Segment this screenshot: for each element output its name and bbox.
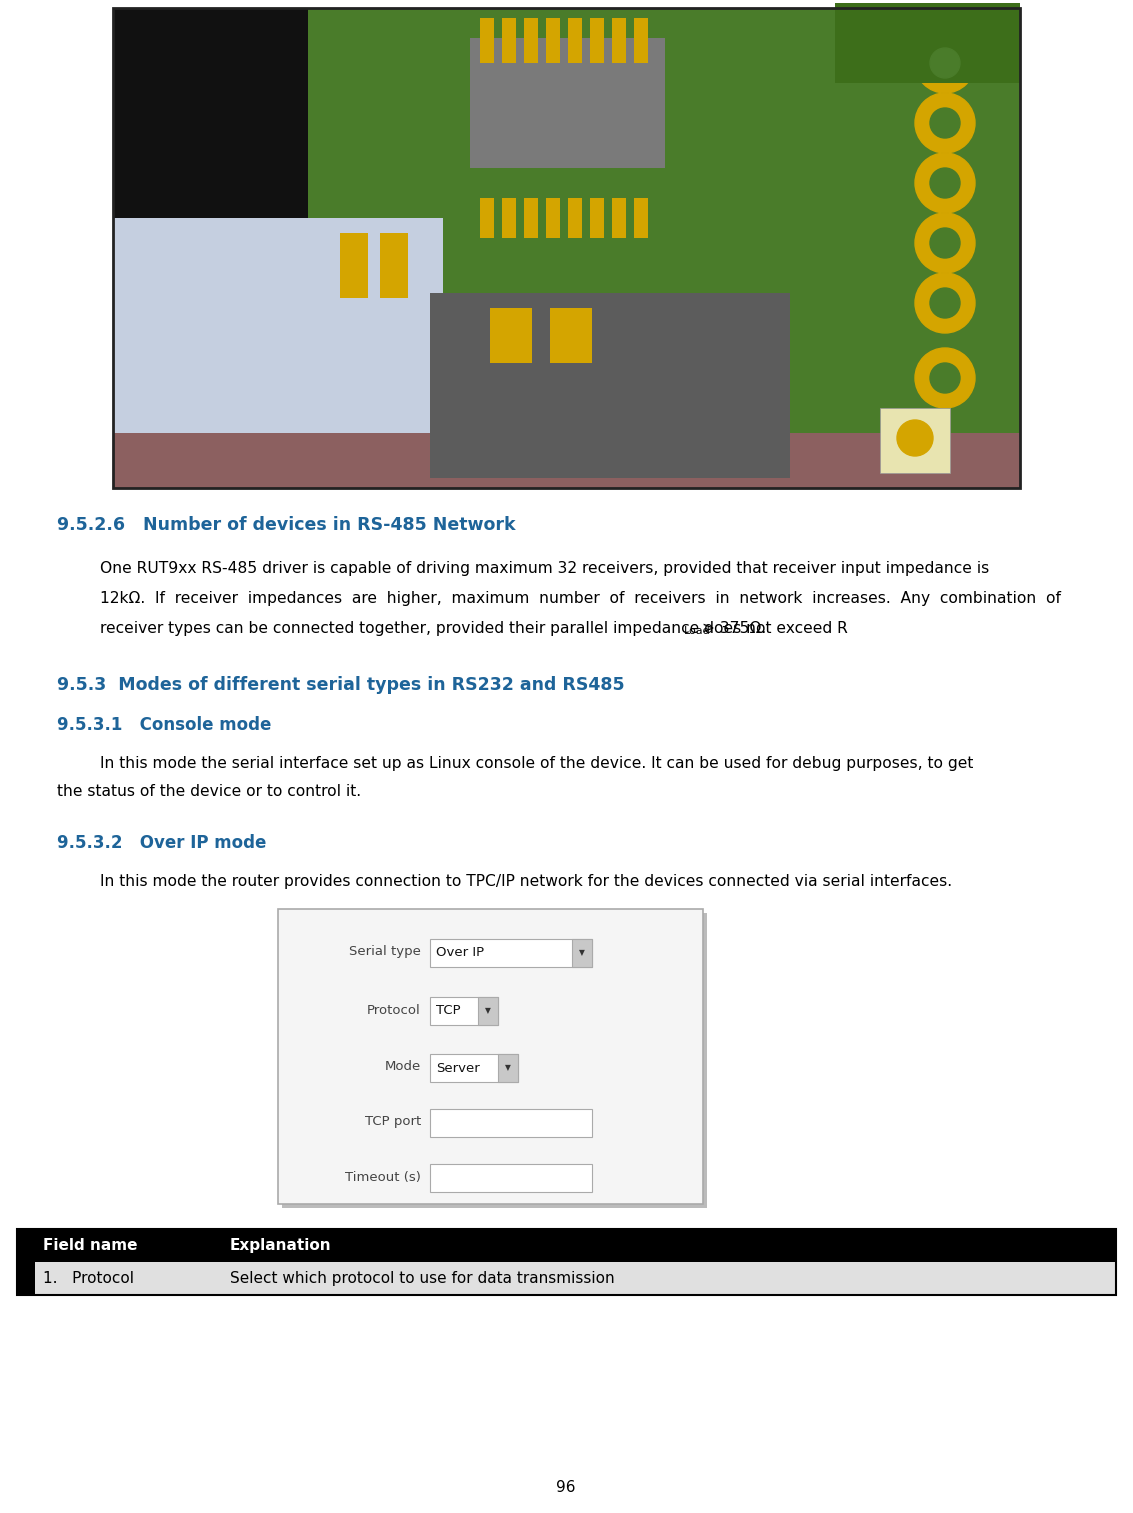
Text: 9.5.3  Modes of different serial types in RS232 and RS485: 9.5.3 Modes of different serial types in…	[57, 676, 624, 694]
Text: TCP port: TCP port	[365, 1115, 421, 1129]
Bar	[113, 218, 443, 483]
Bar	[550, 309, 593, 363]
Bar	[612, 18, 627, 64]
Text: > 375Ω.: > 375Ω.	[702, 620, 766, 635]
Text: ▼: ▼	[505, 1064, 511, 1073]
Circle shape	[930, 287, 960, 318]
Text: TCP: TCP	[436, 1005, 461, 1018]
Circle shape	[930, 168, 960, 198]
Bar	[523, 198, 538, 238]
Text: 96: 96	[556, 1481, 576, 1495]
Bar	[17, 1262, 1116, 1295]
Bar	[499, 1055, 518, 1082]
Bar	[470, 38, 665, 168]
Bar	[480, 18, 494, 64]
Bar	[380, 233, 408, 298]
Text: 9.5.2.6   Number of devices in RS-485 Network: 9.5.2.6 Number of devices in RS-485 Netw…	[57, 516, 516, 534]
Bar	[480, 198, 494, 238]
Bar	[590, 198, 604, 238]
Text: 1.   Protocol: 1. Protocol	[43, 1271, 134, 1286]
Bar	[340, 233, 368, 298]
Text: ▼: ▼	[485, 1006, 491, 1015]
Text: Over IP: Over IP	[436, 947, 484, 959]
Bar	[431, 1109, 593, 1136]
Text: Select which protocol to use for data transmission: Select which protocol to use for data tr…	[230, 1271, 614, 1286]
Text: the status of the device or to control it.: the status of the device or to control i…	[57, 784, 361, 799]
Text: Mode: Mode	[385, 1061, 421, 1074]
Bar	[880, 409, 949, 474]
Text: Serial type: Serial type	[349, 946, 421, 959]
Bar	[546, 198, 560, 238]
Bar	[634, 198, 648, 238]
Circle shape	[915, 153, 976, 213]
Bar	[431, 940, 593, 967]
Circle shape	[930, 107, 960, 138]
Bar	[113, 433, 1020, 489]
Bar	[113, 8, 1020, 489]
Text: In this mode the serial interface set up as Linux console of the device. It can : In this mode the serial interface set up…	[100, 756, 973, 772]
Text: 12kΩ.  If  receiver  impedances  are  higher,  maximum  number  of  receivers  i: 12kΩ. If receiver impedances are higher,…	[100, 592, 1060, 607]
Circle shape	[930, 48, 960, 79]
Bar	[17, 1229, 1116, 1295]
Bar	[502, 198, 516, 238]
Bar	[590, 18, 604, 64]
Bar	[612, 198, 627, 238]
Text: receiver types can be connected together, provided their parallel impedance does: receiver types can be connected together…	[100, 620, 847, 635]
Bar	[431, 997, 499, 1024]
Bar	[489, 309, 533, 363]
Bar	[431, 1163, 593, 1192]
Circle shape	[930, 228, 960, 259]
Text: Timeout (s): Timeout (s)	[346, 1171, 421, 1183]
Bar	[282, 912, 707, 1207]
Text: Field name: Field name	[43, 1238, 137, 1253]
Bar	[431, 1055, 518, 1082]
Circle shape	[915, 33, 976, 92]
Bar	[17, 1262, 35, 1295]
Text: Explanation: Explanation	[230, 1238, 332, 1253]
Text: 9.5.3.1   Console mode: 9.5.3.1 Console mode	[57, 716, 272, 734]
Bar	[431, 294, 790, 478]
Circle shape	[915, 272, 976, 333]
Circle shape	[915, 213, 976, 272]
Bar	[568, 18, 582, 64]
Bar	[17, 1229, 35, 1262]
Text: Server: Server	[436, 1062, 479, 1074]
Bar	[568, 198, 582, 238]
Bar	[523, 18, 538, 64]
Bar	[502, 18, 516, 64]
Circle shape	[915, 92, 976, 153]
Text: Protocol: Protocol	[367, 1003, 421, 1017]
Bar	[17, 1229, 1116, 1262]
Text: In this mode the router provides connection to TPC/IP network for the devices co: In this mode the router provides connect…	[100, 875, 952, 890]
Bar	[113, 8, 1020, 489]
Text: One RUT9xx RS-485 driver is capable of driving maximum 32 receivers, provided th: One RUT9xx RS-485 driver is capable of d…	[100, 561, 989, 576]
Bar	[470, 294, 610, 378]
Text: 9.5.3.2   Over IP mode: 9.5.3.2 Over IP mode	[57, 834, 266, 852]
Circle shape	[915, 348, 976, 409]
Bar	[572, 940, 593, 967]
Circle shape	[930, 363, 960, 393]
Bar	[546, 18, 560, 64]
Bar	[113, 8, 308, 228]
Bar	[478, 997, 499, 1024]
Text: Load: Load	[684, 626, 710, 635]
Text: ▼: ▼	[579, 949, 585, 958]
Bar	[634, 18, 648, 64]
Bar	[835, 3, 1020, 83]
Circle shape	[897, 421, 932, 455]
Bar	[278, 909, 702, 1204]
